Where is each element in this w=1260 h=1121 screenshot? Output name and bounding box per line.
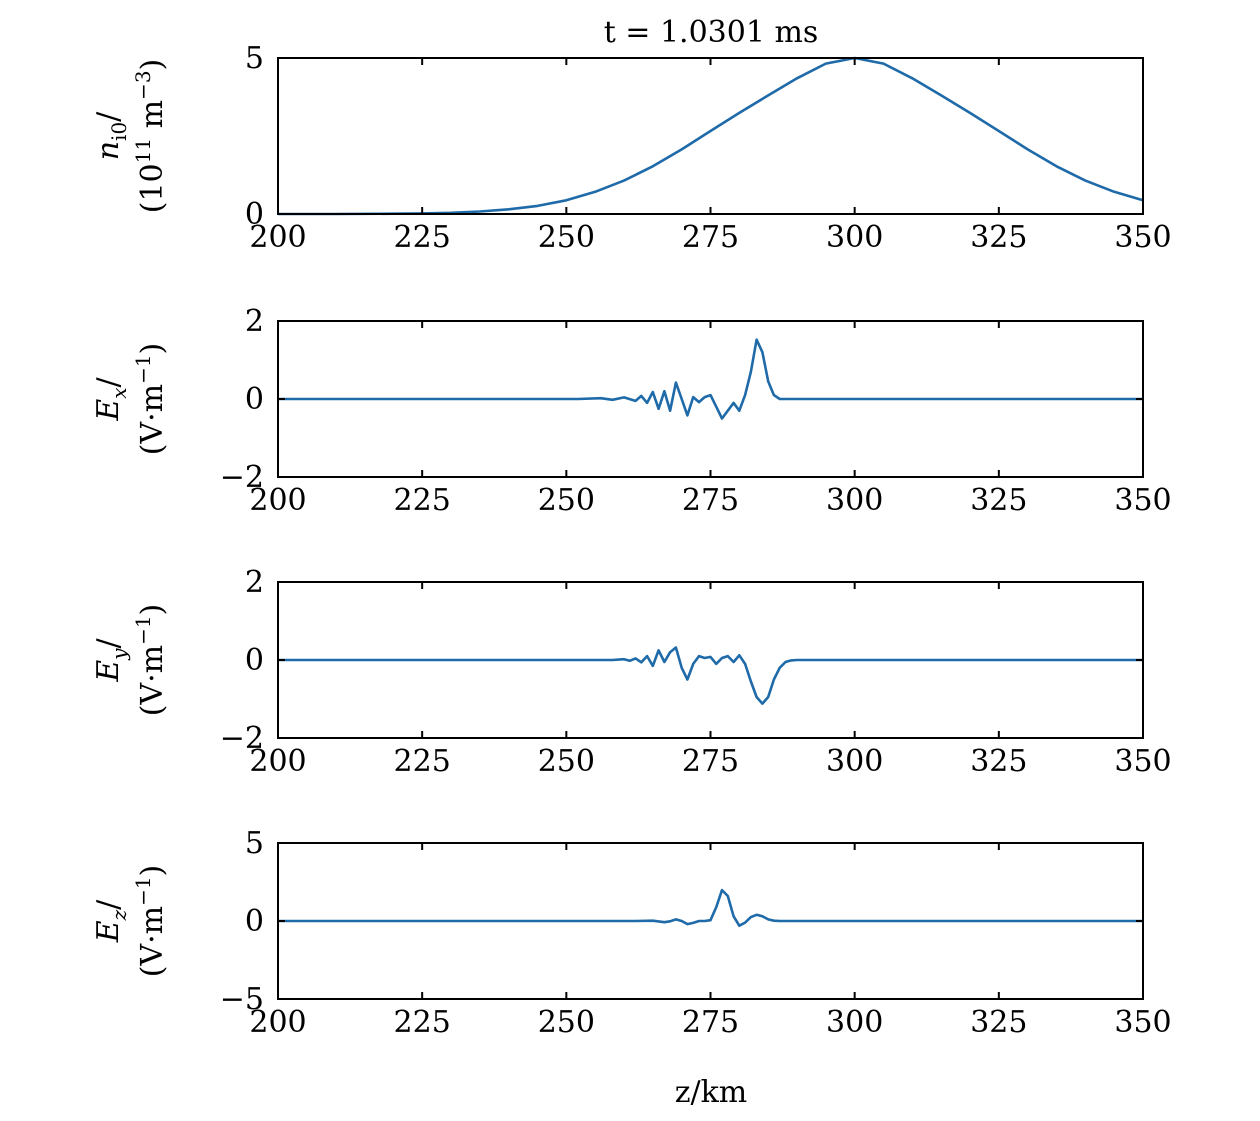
x-tick-label: 225	[394, 220, 451, 255]
x-tick-label: 325	[970, 220, 1027, 255]
x-tick-label: 300	[826, 220, 883, 255]
y-axis-label-line1: Ey/	[91, 637, 131, 682]
y-axis-label-line2: (V·m−1)	[131, 604, 170, 717]
x-tick-label: 300	[826, 1005, 883, 1040]
y-tick-label: −2	[220, 721, 264, 756]
figure-title: t = 1.0301 ms	[604, 15, 819, 50]
y-axis-label: ni0/(1011 m−3)	[91, 59, 170, 214]
y-axis-label-line1: ni0/	[91, 111, 131, 160]
x-tick-label: 225	[394, 1005, 451, 1040]
series-line	[278, 888, 1143, 928]
y-axis-label-line2: (1011 m−3)	[131, 59, 170, 214]
x-tick-label: 275	[682, 483, 739, 518]
x-tick-label: 200	[249, 1005, 306, 1040]
y-axis-label-line2: (V·m−1)	[131, 865, 170, 978]
x-tick-label: 325	[970, 744, 1027, 779]
y-tick-label: 2	[245, 565, 264, 600]
plot-frame	[277, 57, 1144, 215]
y-axis-label-line2: (V·m−1)	[131, 343, 170, 456]
x-tick-label: 200	[249, 483, 306, 518]
x-tick-label: 250	[538, 220, 595, 255]
y-tick-label: 0	[245, 643, 264, 678]
series-line	[278, 646, 1143, 706]
series-line	[278, 56, 1144, 216]
x-tick-label: 350	[1114, 483, 1171, 518]
x-tick-label: 300	[826, 744, 883, 779]
x-tick-label: 225	[394, 744, 451, 779]
y-tick-label: 0	[245, 197, 264, 232]
x-tick-label: 250	[538, 744, 595, 779]
y-axis-label: Ex/(V·m−1)	[91, 343, 170, 456]
y-axis-label: Ey/(V·m−1)	[91, 604, 170, 717]
x-tick-label: 225	[394, 483, 451, 518]
y-tick-label: 0	[245, 904, 264, 939]
y-tick-label: 5	[245, 826, 264, 861]
x-tick-label: 275	[682, 744, 739, 779]
x-tick-label: 325	[970, 1005, 1027, 1040]
x-tick-label: 350	[1114, 744, 1171, 779]
series-line	[278, 338, 1143, 420]
x-tick-label: 250	[538, 1005, 595, 1040]
y-tick-label: −2	[220, 460, 264, 495]
y-tick-label: 0	[245, 382, 264, 417]
x-tick-label: 200	[249, 220, 306, 255]
y-axis-label-line1: Ez/	[91, 899, 131, 943]
x-tick-label: 350	[1114, 220, 1171, 255]
panel-3: 200 225 250 275 300 325 350 −2 0 2 Ey/(V·m−1)	[91, 565, 1172, 779]
y-tick-label: −5	[220, 982, 264, 1017]
x-tick-label: 300	[826, 483, 883, 518]
x-tick-label: 250	[538, 483, 595, 518]
panel-2: 200 225 250 275 300 325 350 −2 0 2 Ex/(V·m−1)	[91, 304, 1172, 518]
y-axis-label: Ez/(V·m−1)	[91, 865, 170, 978]
x-tick-label: 350	[1114, 1005, 1171, 1040]
y-tick-label: 5	[245, 41, 264, 76]
y-axis-label-line1: Ex/	[91, 376, 131, 421]
panel-1: 200 225 250 275 300 325 350 0 5 ni0/(1011 m−3)	[91, 41, 1172, 255]
x-tick-label: 325	[970, 483, 1027, 518]
x-axis-label: z/km	[675, 1075, 748, 1110]
panel-4: 200 225 250 275 300 325 350 −5 0 5 Ez/(V·m−1)	[91, 826, 1172, 1040]
x-tick-label: 200	[249, 744, 306, 779]
y-tick-label: 2	[245, 304, 264, 339]
x-tick-label: 275	[682, 1005, 739, 1040]
x-tick-label: 275	[682, 220, 739, 255]
